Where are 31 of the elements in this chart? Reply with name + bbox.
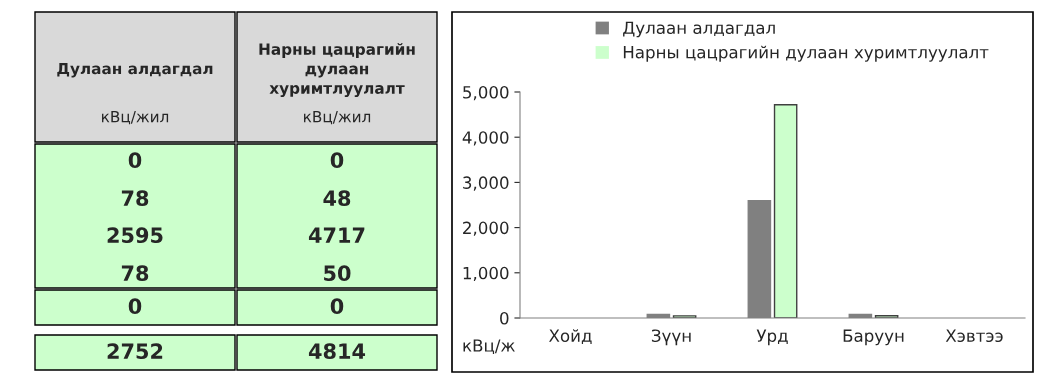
y-tick-label: 3,000	[463, 176, 509, 191]
text: 2595	[107, 227, 163, 244]
text: кВц/жил	[102, 111, 169, 125]
text: 2752	[107, 343, 163, 360]
text: 0	[128, 298, 142, 315]
legend-label: Нарны цацрагийн дулаан хуримтлуулалт	[623, 45, 989, 62]
y-tick-label: 2,000	[463, 221, 509, 236]
y-tick-label: 4,000	[462, 131, 509, 146]
y-tick-label: 1,000	[463, 266, 509, 282]
x-tick-label: Баруун	[843, 329, 904, 346]
text: Дулаан алдагдал	[57, 62, 213, 78]
text: 50	[324, 265, 351, 282]
x-tick-label: Зүүн	[651, 329, 691, 346]
text: 4717	[308, 227, 365, 243]
y-tick-label: 0	[500, 311, 509, 325]
y-axis-title: кВц/ж	[463, 339, 515, 354]
text: 78	[121, 190, 149, 207]
text: Нарны цацрагийн дулаан хуримтлуулалт	[259, 43, 415, 97]
text: 78	[121, 265, 149, 282]
y-tick-label: 5,000	[463, 85, 509, 101]
bar	[773, 104, 798, 318]
text: кВц/жил	[304, 111, 371, 125]
text: 48	[323, 190, 351, 207]
x-tick-label: Хэвтээ	[945, 329, 1003, 343]
text: 0	[128, 152, 142, 169]
x-tick-label: Урд	[756, 329, 788, 346]
x-tick-label: Хойд	[549, 329, 592, 345]
text: 0	[330, 152, 344, 169]
legend-label: Дулаан алдагдал	[623, 21, 775, 38]
text: 0	[330, 298, 344, 315]
text: 4814	[308, 343, 366, 360]
